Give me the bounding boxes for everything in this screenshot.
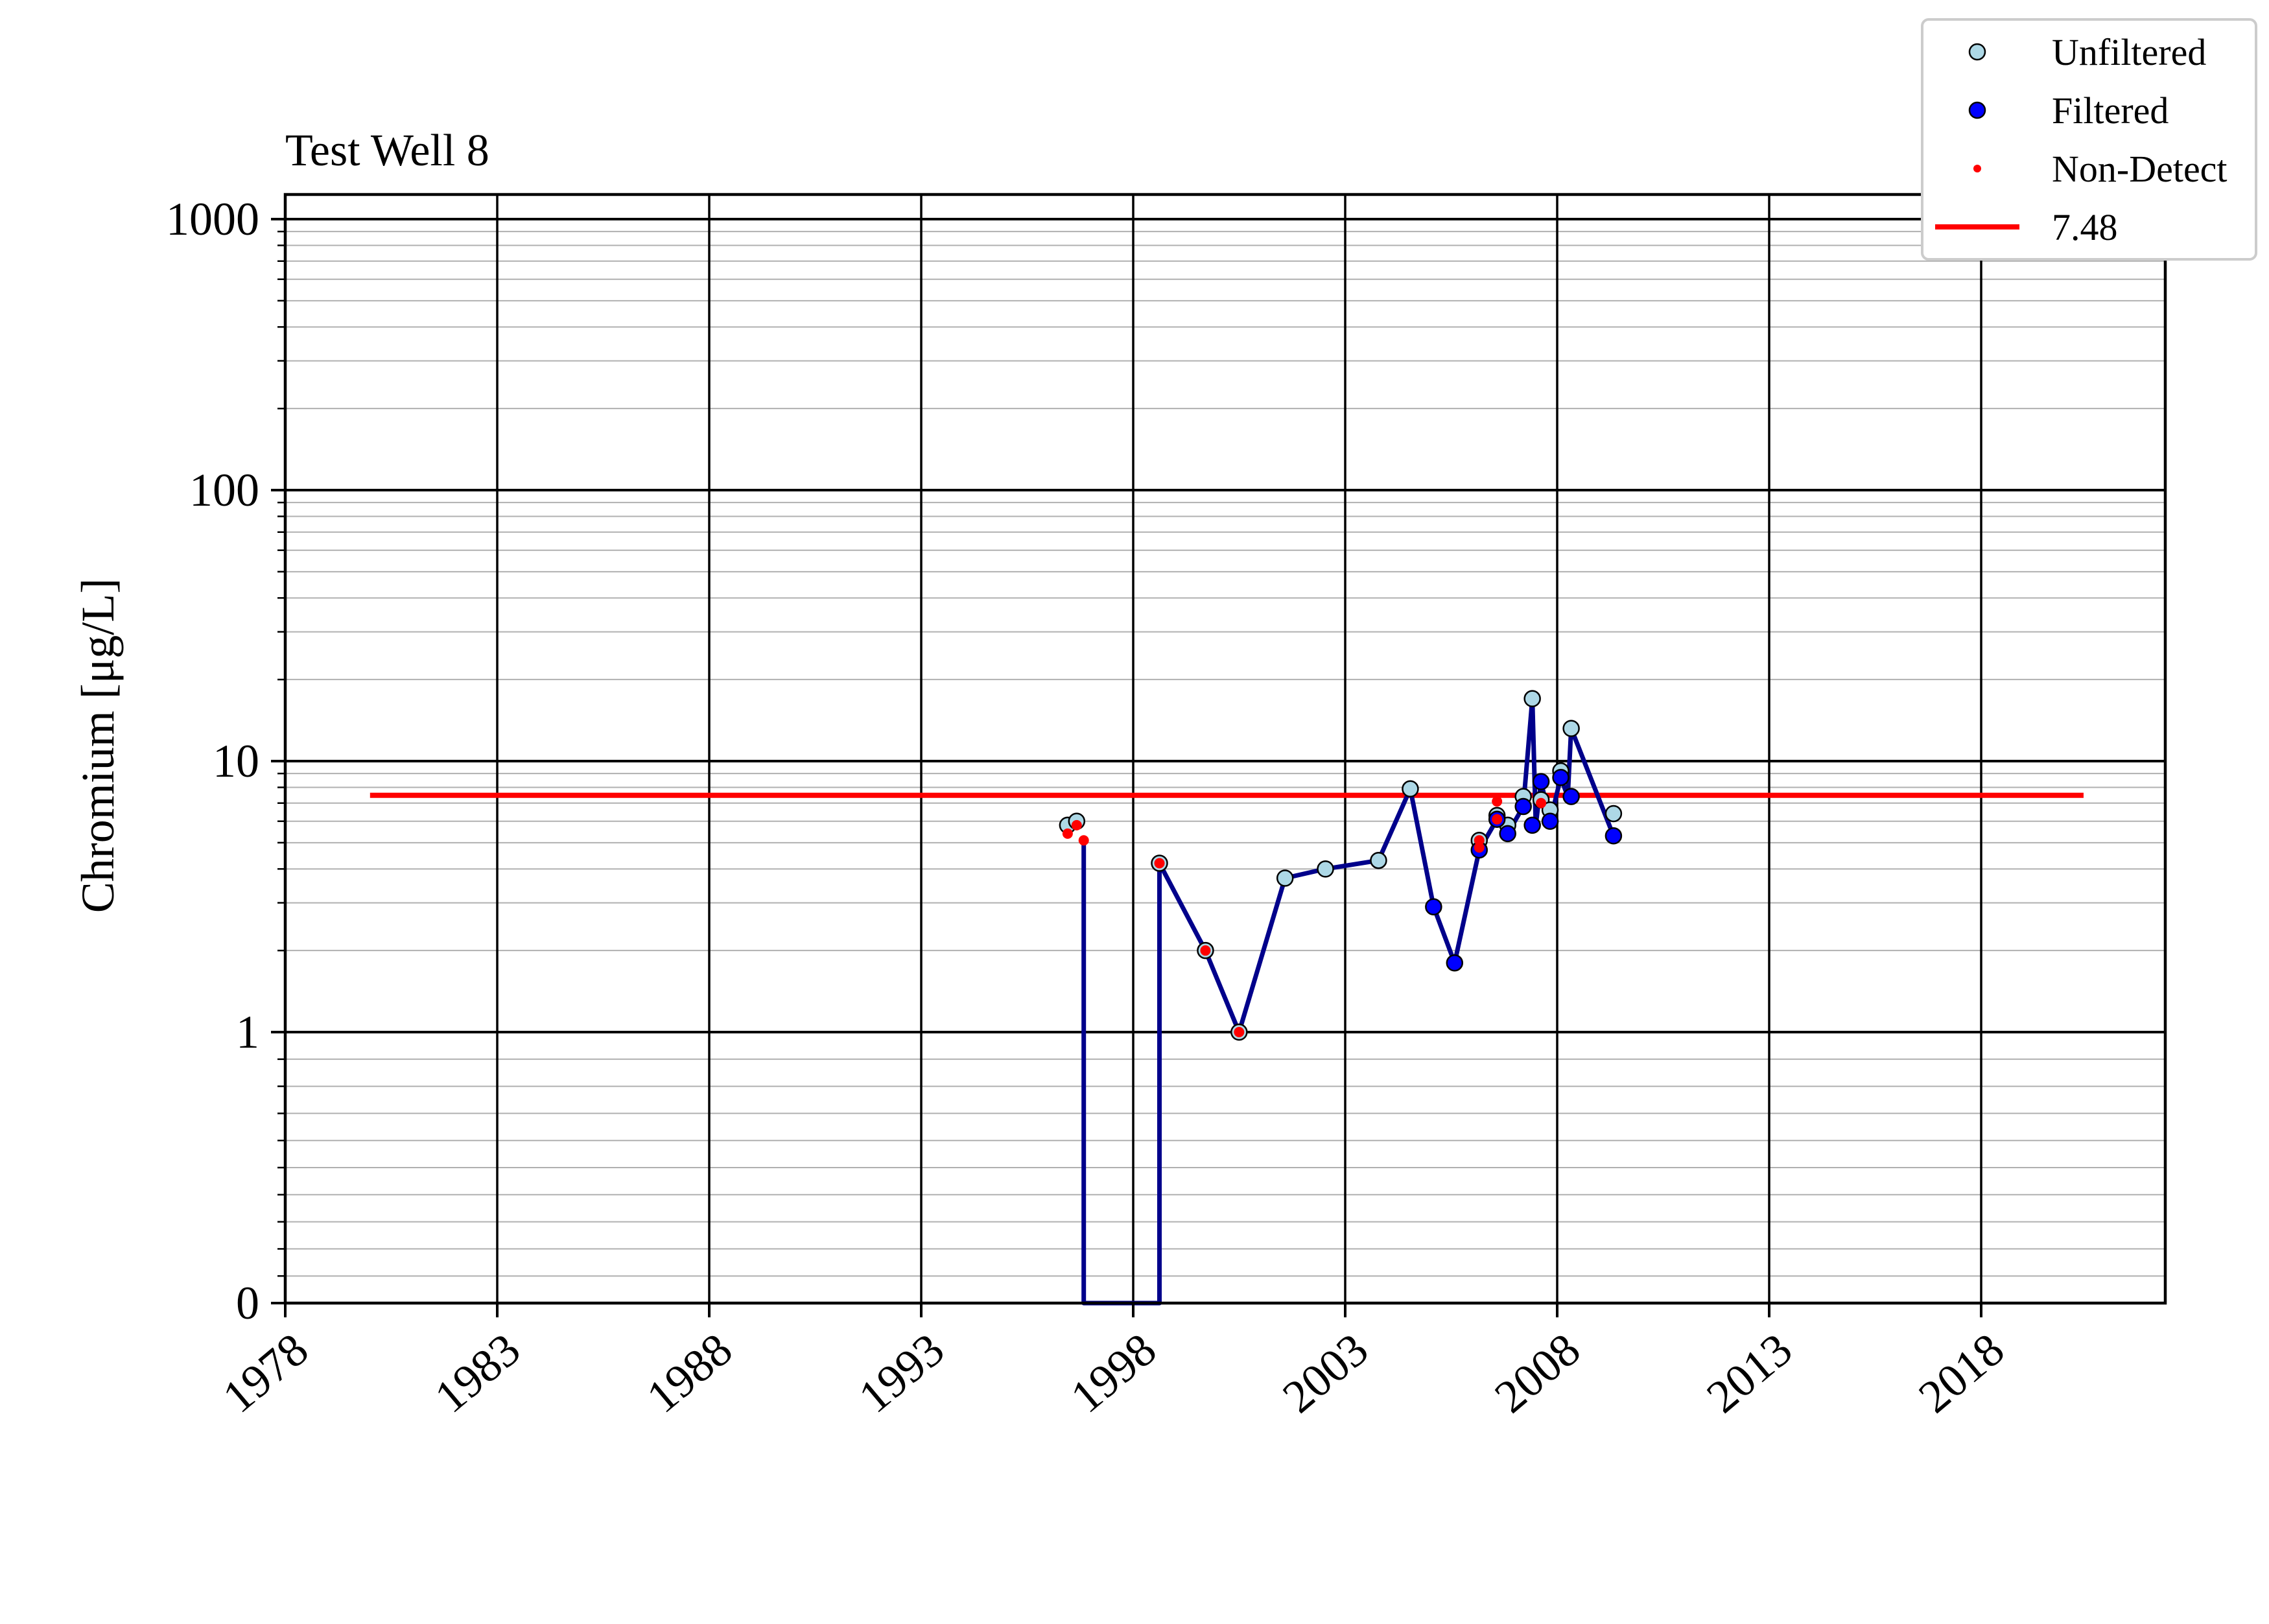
legend-label: Unfiltered xyxy=(2052,31,2206,73)
non-detect-point xyxy=(1154,858,1165,869)
filtered-point xyxy=(1425,898,1442,915)
unfiltered-point xyxy=(1523,690,1541,707)
non-detect-point xyxy=(1474,842,1485,853)
x-tick-label: 1993 xyxy=(849,1323,954,1423)
non-detect-point xyxy=(1492,814,1503,825)
unfiltered-point xyxy=(1276,869,1294,887)
non-detect-point xyxy=(1536,797,1547,808)
non-detect-point xyxy=(1078,835,1089,846)
legend-marker xyxy=(1973,165,1981,172)
unfiltered-point xyxy=(1605,805,1623,823)
grid-layer xyxy=(284,194,2165,1304)
legend-label: Non-Detect xyxy=(2052,148,2228,190)
legend-label: 7.48 xyxy=(2052,206,2118,248)
y-tick-label: 1 xyxy=(236,1006,259,1058)
x-tick-label: 2013 xyxy=(1697,1323,1802,1423)
y-tick-label: 0 xyxy=(236,1277,259,1329)
unfiltered-point xyxy=(1370,851,1387,869)
y-axis-label: Chromium [μg/L] xyxy=(72,578,124,913)
plot-frame xyxy=(283,193,2167,1305)
filtered-point xyxy=(1605,827,1623,845)
filtered-point xyxy=(1523,816,1541,834)
x-tick-label: 2008 xyxy=(1485,1323,1590,1423)
filtered-point xyxy=(1499,825,1516,843)
axis-layer: 0 1 10 100 1000 1978 1983 1988 1993 1998 2003 2008 2… xyxy=(166,193,2167,1423)
x-tick-label: 2003 xyxy=(1273,1323,1378,1423)
series-layer xyxy=(1059,690,1623,1306)
legend-label: Filtered xyxy=(2052,89,2169,132)
y-tick-label: 1000 xyxy=(166,193,259,245)
non-detect-point xyxy=(1492,796,1503,807)
y-tick-label: 10 xyxy=(213,735,259,787)
filtered-point xyxy=(1541,812,1559,830)
x-tick-label: 1998 xyxy=(1061,1323,1166,1423)
filtered-point xyxy=(1446,954,1464,972)
legend: Unfiltered Filtered Non-Detect 7.48 xyxy=(1921,18,2257,261)
non-detect-point xyxy=(1071,819,1082,830)
legend-box xyxy=(1921,18,2257,261)
x-tick-label: 1988 xyxy=(637,1323,742,1423)
series-line xyxy=(1081,696,1616,1306)
unfiltered-point xyxy=(1317,860,1334,878)
y-tick-label: 100 xyxy=(189,464,259,516)
non-detect-point xyxy=(1234,1027,1245,1037)
non-detect-point xyxy=(1200,945,1211,956)
x-tick-label: 1983 xyxy=(425,1323,530,1423)
x-tick-label: 2018 xyxy=(1909,1323,2014,1423)
filtered-point xyxy=(1532,773,1550,790)
non-detect-point xyxy=(1474,835,1485,846)
filtered-point xyxy=(1514,797,1532,816)
filtered-point xyxy=(1562,788,1580,805)
chart-title: Test Well 8 xyxy=(285,126,489,176)
unfiltered-point xyxy=(1402,780,1419,798)
non-detect-point xyxy=(1062,828,1073,839)
legend-marker xyxy=(1968,101,1986,119)
filtered-point xyxy=(1552,769,1569,786)
legend-marker xyxy=(1968,43,1986,61)
unfiltered-point xyxy=(1562,720,1580,737)
x-tick-label: 1978 xyxy=(213,1323,318,1423)
